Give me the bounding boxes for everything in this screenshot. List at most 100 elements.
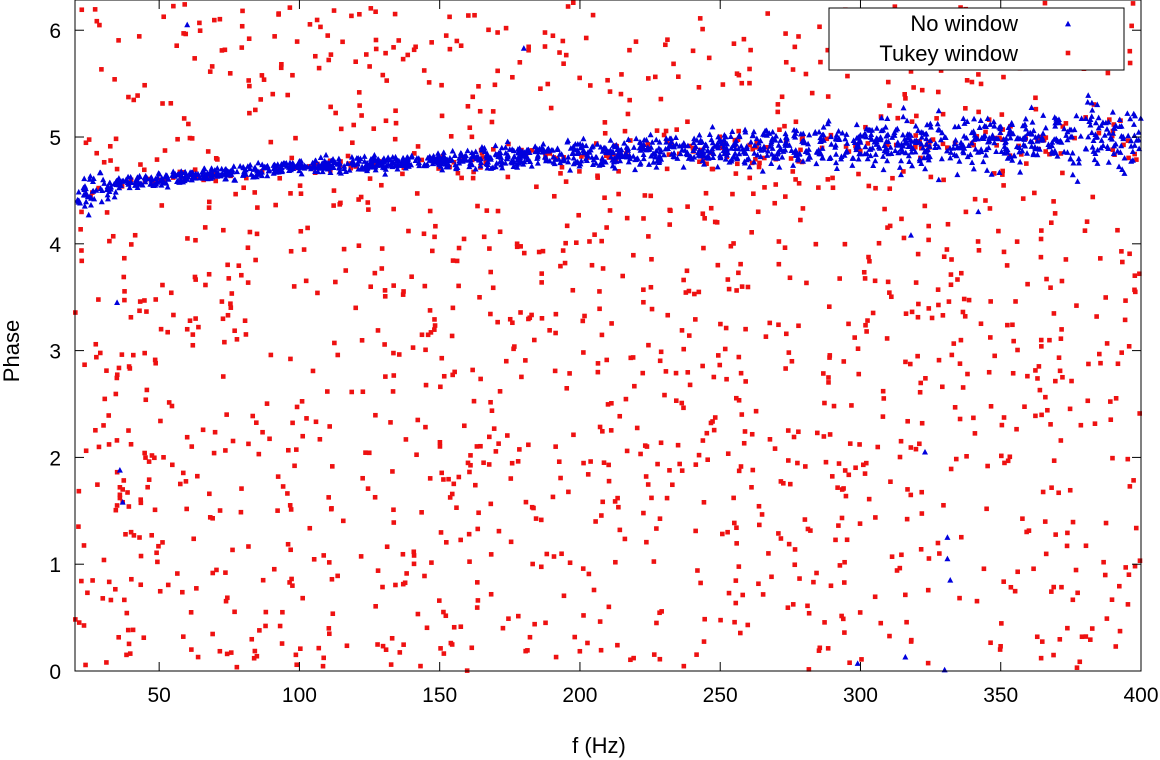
no-window-point xyxy=(478,146,485,153)
no-window-point xyxy=(736,132,743,138)
tukey-window-point xyxy=(588,83,593,88)
no-window-point xyxy=(646,161,653,167)
no-window-point xyxy=(290,161,297,167)
tukey-window-point xyxy=(888,479,893,484)
tukey-window-point xyxy=(456,474,462,480)
no-window-point xyxy=(319,168,326,175)
tukey-window-point xyxy=(747,175,753,181)
no-window-point xyxy=(1101,132,1108,138)
tukey-window-point xyxy=(124,652,129,658)
tukey-window-point xyxy=(1024,161,1029,166)
tukey-window-point xyxy=(634,425,640,431)
tukey-window-point xyxy=(1025,281,1030,287)
tukey-window-point xyxy=(425,332,431,338)
tukey-window-point xyxy=(294,39,300,44)
tukey-window-point xyxy=(595,361,601,366)
no-window-point xyxy=(1040,112,1047,118)
tukey-window-point xyxy=(185,236,190,241)
tukey-window-point xyxy=(217,508,223,513)
no-window-point xyxy=(668,135,675,142)
tukey-window-point xyxy=(391,283,396,288)
tukey-window-point xyxy=(174,43,180,48)
tukey-window-point xyxy=(192,167,198,172)
no-window-point xyxy=(947,577,954,583)
tukey-window-point xyxy=(228,301,233,307)
no-window-point xyxy=(683,150,690,157)
tukey-window-point xyxy=(865,141,871,146)
tukey-window-point xyxy=(108,597,114,603)
no-window-point xyxy=(868,131,875,137)
tukey-window-point xyxy=(96,297,101,302)
tukey-window-point xyxy=(104,660,109,665)
tukey-window-point xyxy=(454,38,460,44)
tukey-window-point xyxy=(462,423,467,429)
tukey-window-point xyxy=(244,175,249,181)
no-window-point xyxy=(892,126,899,133)
no-window-point xyxy=(820,137,827,143)
tukey-window-point xyxy=(1049,485,1054,490)
no-window-point xyxy=(885,150,892,157)
tukey-window-point xyxy=(427,208,433,214)
tukey-window-point xyxy=(488,501,494,507)
tukey-window-point xyxy=(225,262,230,268)
no-window-point xyxy=(1116,116,1123,123)
tukey-window-point xyxy=(887,186,893,191)
tukey-window-point xyxy=(110,233,116,239)
tukey-window-point xyxy=(1107,117,1112,122)
tukey-window-point xyxy=(260,429,265,435)
no-window-point xyxy=(440,149,447,155)
tukey-window-point xyxy=(503,358,509,364)
tukey-window-point xyxy=(392,11,398,17)
tukey-window-point xyxy=(580,566,586,571)
tukey-window-point xyxy=(455,170,461,176)
tukey-window-point xyxy=(1132,563,1138,569)
tukey-window-point xyxy=(1025,373,1030,379)
no-window-point xyxy=(1090,137,1097,144)
tukey-window-point xyxy=(658,440,664,446)
tukey-window-point xyxy=(325,389,330,394)
no-window-point xyxy=(961,120,968,126)
tukey-window-point xyxy=(1067,406,1073,412)
no-window-point xyxy=(534,146,541,152)
tukey-window-point xyxy=(1048,285,1053,290)
tukey-window-point xyxy=(312,53,318,59)
tukey-window-point xyxy=(475,598,481,603)
no-window-point xyxy=(87,201,94,208)
no-window-point xyxy=(991,139,998,146)
tukey-window-point xyxy=(104,210,110,215)
tukey-window-point xyxy=(700,211,706,217)
tukey-window-point xyxy=(864,329,869,334)
tukey-window-point xyxy=(793,177,798,182)
no-window-point xyxy=(673,141,680,147)
tukey-window-point xyxy=(1117,583,1122,589)
tukey-window-point xyxy=(791,434,797,440)
no-window-point xyxy=(1105,159,1112,165)
tukey-window-point xyxy=(998,643,1003,649)
tukey-window-point xyxy=(383,647,389,652)
tukey-window-point xyxy=(602,195,607,201)
tukey-window-point xyxy=(1044,276,1049,282)
no-window-point xyxy=(791,126,798,133)
tukey-window-point xyxy=(588,459,593,464)
no-window-point xyxy=(768,136,775,142)
tukey-window-point xyxy=(539,271,545,276)
tukey-window-point xyxy=(738,370,744,376)
tukey-window-point xyxy=(648,284,654,290)
no-window-point xyxy=(75,197,82,204)
no-window-point xyxy=(234,168,241,175)
no-window-point xyxy=(788,147,795,153)
tukey-window-point xyxy=(736,564,742,569)
no-window-point xyxy=(100,176,107,183)
tukey-window-point xyxy=(679,468,685,473)
tukey-window-point xyxy=(538,86,543,91)
tukey-window-point xyxy=(731,495,736,501)
tukey-window-point xyxy=(825,177,831,182)
tukey-window-point xyxy=(1083,634,1089,639)
no-window-point xyxy=(1035,133,1042,139)
no-window-point xyxy=(184,21,191,28)
tukey-window-point xyxy=(814,570,819,576)
tukey-window-point xyxy=(264,401,270,406)
tukey-window-point xyxy=(817,24,822,30)
tukey-window-point xyxy=(1111,122,1117,127)
